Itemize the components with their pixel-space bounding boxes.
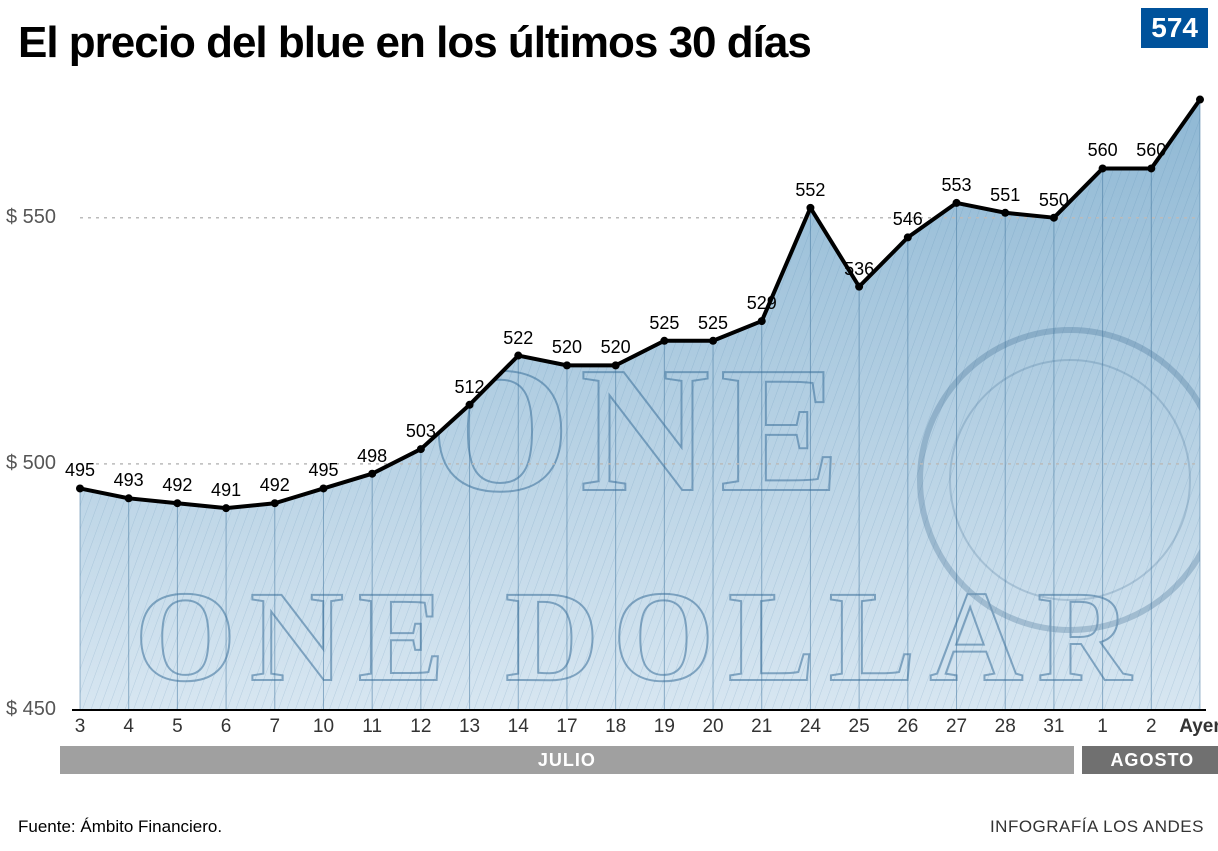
x-tick-label: 25	[849, 716, 870, 738]
data-point-label: 552	[795, 180, 825, 201]
data-point-label: 512	[455, 377, 485, 398]
x-tick-label: 20	[702, 716, 723, 738]
data-point-label: 503	[406, 421, 436, 442]
data-point-label: 520	[601, 337, 631, 358]
data-point-label: 553	[941, 175, 971, 196]
x-tick-label: 2	[1146, 716, 1157, 738]
month-bar-julio: JULIO	[60, 746, 1075, 774]
data-point-label: 491	[211, 480, 241, 501]
svg-text:ONE: ONE	[430, 330, 850, 529]
chart-area: ONE ONE DOLLAR $ 450 $ 500 $ 550 495 493 492 4…	[0, 70, 1218, 750]
svg-text:ONE DOLLAR: ONE DOLLAR	[135, 565, 1145, 709]
data-point-label: 495	[308, 460, 338, 481]
y-tick-label: $ 500	[6, 452, 56, 475]
data-point-label: 492	[162, 475, 192, 496]
data-point-label: 525	[649, 313, 679, 334]
x-tick-label: 24	[800, 716, 821, 738]
x-tick-label: 10	[313, 716, 334, 738]
x-tick-label: 19	[654, 716, 675, 738]
x-tick-label: 14	[508, 716, 529, 738]
data-point-label: 520	[552, 337, 582, 358]
data-point-label: 536	[844, 259, 874, 280]
x-tick-label: 4	[123, 716, 134, 738]
data-point-label: 522	[503, 328, 533, 349]
current-value-badge: 574	[1141, 8, 1208, 48]
data-point-label: 495	[65, 460, 95, 481]
x-tick-label: 5	[172, 716, 183, 738]
data-point-label: 493	[114, 470, 144, 491]
month-bar-agosto: AGOSTO	[1082, 746, 1218, 774]
data-point-label: 529	[747, 293, 777, 314]
data-point-label: 560	[1088, 140, 1118, 161]
credit-footer: INFOGRAFÍA LOS ANDES	[990, 817, 1204, 837]
x-tick-label: 17	[556, 716, 577, 738]
x-tick-label: 28	[995, 716, 1016, 738]
data-point-label: 560	[1136, 140, 1166, 161]
x-tick-label: 7	[269, 716, 280, 738]
data-point-label: 550	[1039, 190, 1069, 211]
data-point-label: 551	[990, 185, 1020, 206]
x-tick-label: 26	[897, 716, 918, 738]
x-tick-label: 12	[410, 716, 431, 738]
y-tick-label: $ 450	[6, 698, 56, 721]
x-tick-label: 13	[459, 716, 480, 738]
x-tick-label: 6	[221, 716, 232, 738]
chart-svg: ONE ONE DOLLAR	[0, 70, 1218, 750]
x-tick-label: 18	[605, 716, 626, 738]
x-tick-label: Ayer	[1179, 716, 1218, 738]
data-point-label: 546	[893, 209, 923, 230]
x-tick-label: 21	[751, 716, 772, 738]
source-footer: Fuente: Ámbito Financiero.	[18, 817, 222, 837]
x-tick-label: 3	[75, 716, 86, 738]
y-tick-label: $ 550	[6, 206, 56, 229]
x-tick-label: 1	[1097, 716, 1108, 738]
data-point-label: 492	[260, 475, 290, 496]
x-tick-label: 31	[1043, 716, 1064, 738]
x-tick-label: 27	[946, 716, 967, 738]
x-tick-label: 11	[362, 716, 382, 738]
chart-title: El precio del blue en los últimos 30 día…	[18, 18, 811, 68]
data-point-label: 525	[698, 313, 728, 334]
data-point-label: 498	[357, 446, 387, 467]
